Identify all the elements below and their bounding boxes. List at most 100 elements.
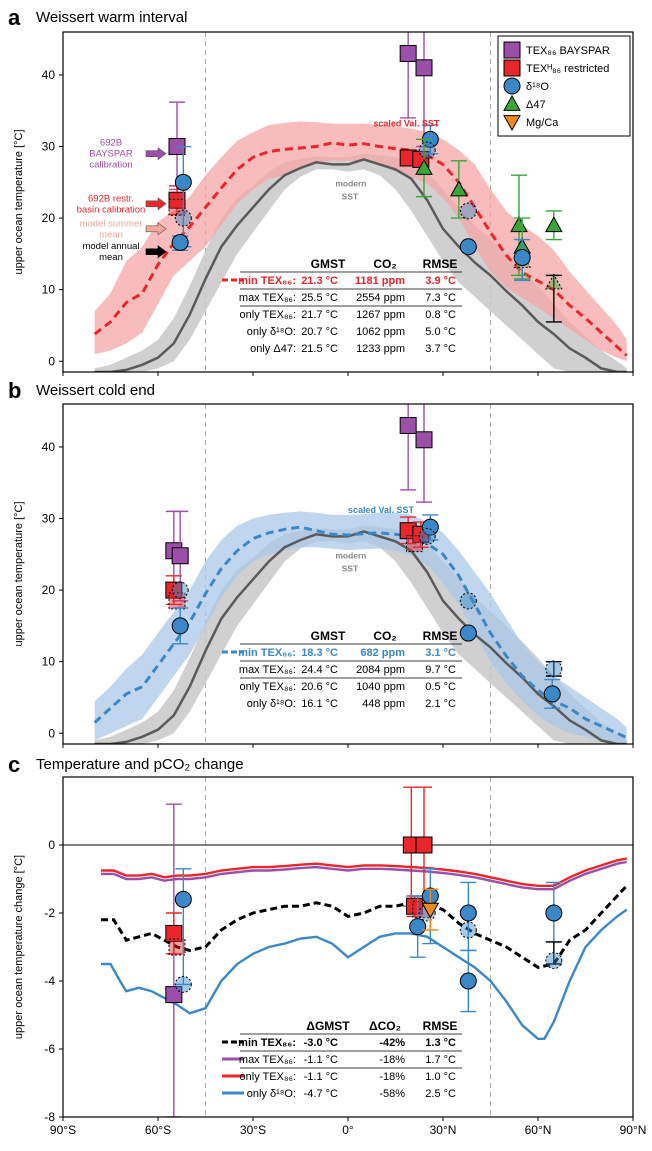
table-header: CO₂: [373, 629, 396, 643]
table-co2: -18%: [379, 1054, 405, 1066]
table-gmst: 21.5 °C: [301, 343, 338, 355]
data-point: [545, 660, 563, 678]
modern-sst-label: SST: [342, 563, 359, 573]
y-tick-label: 20: [42, 583, 56, 597]
table-co2: 1233 ppm: [356, 343, 405, 355]
calibration-label: 692B restr.: [88, 193, 134, 204]
data-point: [165, 986, 183, 1004]
data-point: [544, 216, 563, 233]
y-axis-label: upper ocean temperature [°C]: [13, 129, 25, 274]
table-row-label: max TEX₈₆:: [239, 292, 296, 304]
y-tick-label: -4: [44, 974, 55, 988]
plot-area: [63, 777, 633, 1117]
series-line: [101, 857, 627, 887]
modern-sst-line: [94, 530, 627, 744]
data-point-fill: [169, 939, 185, 955]
table-gmst: -4.7 °C: [304, 1088, 338, 1100]
table-row-label: only δ¹⁸O:: [247, 326, 296, 338]
table-rmse: 0.8 °C: [425, 309, 456, 321]
y-tick-label: 0: [48, 838, 55, 852]
table-co2: 2084 ppm: [356, 664, 405, 676]
x-tick-label: 90°N: [620, 1123, 647, 1137]
data-point: [174, 890, 192, 908]
table-co2: 1181 ppm: [355, 275, 405, 287]
data-point: [174, 975, 192, 993]
panel-title: Temperature and pCO₂ change: [36, 756, 244, 773]
calibration-label: mean: [99, 229, 123, 240]
table-rmse: 1.7 °C: [425, 1054, 456, 1066]
legend-label: Δ47: [526, 99, 546, 111]
table-header: RMSE: [423, 629, 458, 643]
table-gmst: 16.1 °C: [301, 698, 338, 710]
calibration-arrow: [145, 245, 167, 259]
plot-frame: [62, 776, 634, 1118]
table-gmst: -1.1 °C: [304, 1054, 338, 1066]
y-tick-label: 10: [42, 655, 56, 669]
data-point: [171, 233, 189, 251]
x-tick-label: 30°N: [430, 1123, 457, 1137]
data-point: [174, 209, 192, 227]
panel-title: Weissert warm interval: [36, 9, 187, 26]
x-tick-label: 30°S: [240, 1123, 266, 1137]
data-point: [165, 924, 183, 942]
table-header: RMSE: [423, 257, 458, 271]
y-tick-label: -8: [44, 1110, 55, 1124]
legend-label: δ¹⁸O: [526, 81, 549, 93]
series-line: [101, 860, 627, 891]
scaled-sst-line: [93, 141, 628, 357]
legend-marker: [503, 59, 521, 77]
y-tick-label: 30: [42, 512, 56, 526]
data-point: [421, 518, 439, 536]
data-point-fill: [545, 660, 562, 677]
scaled-sst-band: [94, 511, 627, 744]
data-point-fill: [460, 922, 477, 938]
data-point-fill: [172, 582, 189, 599]
calibration-label: calibration: [89, 160, 132, 171]
table-co2: -58%: [379, 1088, 405, 1100]
table-row-label: only δ¹⁸O:: [247, 1088, 296, 1100]
table-gmst: 18.3 °C: [301, 647, 338, 659]
calibration-label: 692B: [100, 138, 122, 149]
data-point: [415, 431, 433, 449]
data-point: [171, 547, 189, 565]
data-point: [415, 836, 433, 854]
table-gmst: 20.6 °C: [301, 681, 338, 693]
data-point: [513, 248, 531, 266]
data-point: [459, 624, 477, 642]
y-tick-label: 0: [48, 354, 55, 368]
data-point: [174, 173, 192, 191]
legend: TEX₈₆ BAYSPAR TEXᴴ₈₆ restricted δ¹⁸O Δ47 Mg/…: [497, 35, 631, 137]
data-point: [421, 902, 440, 919]
data-point: [459, 921, 477, 939]
y-tick-label: 0: [48, 726, 55, 740]
calibration-label: model summer: [80, 218, 143, 229]
calibration-arrow: [145, 147, 167, 161]
panel-letter: a: [8, 5, 21, 30]
y-axis-label: upper ocean temperature change [°C]: [13, 855, 25, 1039]
data-point: [459, 202, 477, 220]
data-point: [459, 592, 477, 610]
table-rmse: 3.9 °C: [425, 275, 456, 287]
table-header: GMST: [311, 257, 346, 271]
data-point-fill: [545, 274, 562, 289]
table-rmse: 0.5 °C: [425, 681, 456, 693]
data-point: [399, 44, 417, 62]
modern-sst-label: modern: [335, 179, 366, 189]
data-point: [168, 198, 186, 216]
modern-sst-line: [94, 158, 627, 372]
data-point: [399, 416, 417, 434]
calibration-label: model annual: [82, 241, 139, 252]
table-rmse: 9.7 °C: [425, 664, 456, 676]
y-tick-label: 30: [42, 140, 56, 154]
table-row-label: only Δ47:: [250, 343, 296, 355]
table-header: RMSE: [423, 1019, 458, 1033]
data-point: [544, 273, 563, 290]
data-point-fill: [175, 976, 192, 993]
data-point: [510, 216, 528, 233]
data-point: [409, 918, 427, 936]
table-co2: 448 ppm: [362, 698, 405, 710]
data-point: [171, 617, 189, 635]
modern-sst-label: modern: [335, 551, 366, 561]
data-point-fill: [169, 592, 185, 609]
x-tick-label: 60°N: [525, 1123, 552, 1137]
